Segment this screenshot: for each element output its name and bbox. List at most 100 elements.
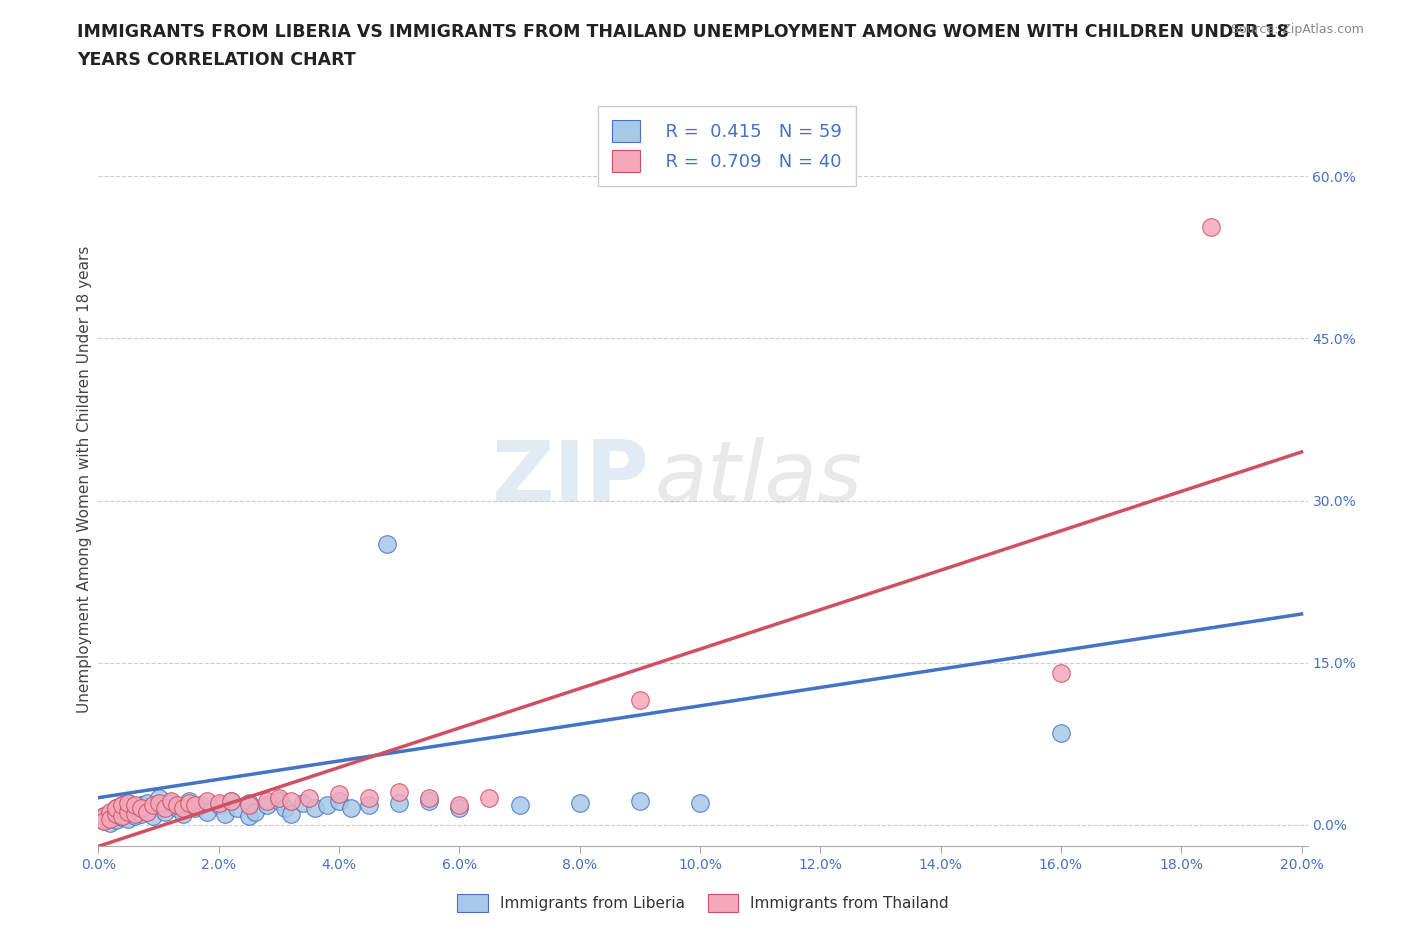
- Point: [183, 801, 205, 816]
- Point: [304, 801, 326, 816]
- Point: [111, 798, 134, 813]
- Point: [172, 806, 194, 821]
- Point: [100, 806, 122, 821]
- Point: [135, 804, 157, 819]
- Point: [359, 790, 381, 805]
- Point: [100, 812, 122, 827]
- Point: [117, 812, 139, 827]
- Point: [274, 801, 297, 816]
- Text: IMMIGRANTS FROM LIBERIA VS IMMIGRANTS FROM THAILAND UNEMPLOYMENT AMONG WOMEN WIT: IMMIGRANTS FROM LIBERIA VS IMMIGRANTS FR…: [77, 23, 1289, 41]
- Y-axis label: Unemployment Among Women with Children Under 18 years: Unemployment Among Women with Children U…: [77, 246, 91, 712]
- Point: [375, 537, 398, 551]
- Text: atlas: atlas: [655, 437, 863, 521]
- Point: [449, 801, 471, 816]
- Point: [117, 796, 139, 811]
- Point: [105, 808, 128, 823]
- Point: [418, 790, 440, 805]
- Point: [105, 813, 128, 828]
- Point: [219, 793, 242, 808]
- Point: [340, 801, 363, 816]
- Text: YEARS CORRELATION CHART: YEARS CORRELATION CHART: [77, 51, 356, 69]
- Point: [316, 798, 339, 813]
- Point: [172, 801, 194, 816]
- Point: [93, 808, 115, 823]
- Point: [100, 811, 122, 826]
- Point: [328, 793, 350, 808]
- Point: [256, 798, 278, 813]
- Point: [117, 804, 139, 819]
- Point: [111, 808, 134, 823]
- Point: [124, 808, 146, 823]
- Point: [190, 798, 212, 813]
- Point: [159, 796, 181, 811]
- Point: [105, 804, 128, 819]
- Point: [93, 814, 115, 829]
- Point: [111, 806, 134, 821]
- Point: [568, 796, 591, 811]
- Point: [280, 806, 302, 821]
- Point: [135, 796, 157, 811]
- Point: [135, 804, 157, 819]
- Legend: Immigrants from Liberia, Immigrants from Thailand: Immigrants from Liberia, Immigrants from…: [451, 888, 955, 918]
- Point: [219, 793, 242, 808]
- Point: [166, 801, 188, 816]
- Point: [105, 801, 128, 816]
- Point: [117, 804, 139, 819]
- Point: [328, 787, 350, 802]
- Point: [129, 806, 152, 821]
- Point: [359, 798, 381, 813]
- Point: [208, 798, 231, 813]
- Point: [159, 793, 181, 808]
- Point: [256, 793, 278, 808]
- Point: [111, 810, 134, 825]
- Point: [124, 806, 146, 821]
- Point: [142, 798, 165, 813]
- Point: [142, 808, 165, 823]
- Point: [388, 796, 411, 811]
- Point: [238, 798, 260, 813]
- Point: [100, 804, 122, 819]
- Point: [291, 796, 314, 811]
- Point: [90, 812, 112, 827]
- Point: [148, 790, 170, 805]
- Point: [1201, 219, 1223, 234]
- Point: [100, 815, 122, 830]
- Point: [124, 798, 146, 813]
- Point: [388, 785, 411, 800]
- Point: [267, 793, 290, 808]
- Text: ZIP: ZIP: [491, 437, 648, 521]
- Point: [153, 804, 176, 819]
- Point: [166, 798, 188, 813]
- Point: [267, 790, 290, 805]
- Point: [689, 796, 711, 811]
- Point: [142, 801, 165, 816]
- Point: [129, 798, 152, 813]
- Point: [105, 801, 128, 816]
- Point: [148, 796, 170, 811]
- Point: [183, 798, 205, 813]
- Point: [509, 798, 531, 813]
- Point: [214, 806, 236, 821]
- Point: [628, 793, 651, 808]
- Point: [111, 798, 134, 813]
- Point: [449, 798, 471, 813]
- Point: [298, 790, 321, 805]
- Point: [238, 796, 260, 811]
- Point: [1050, 666, 1073, 681]
- Point: [478, 790, 501, 805]
- Point: [195, 793, 218, 808]
- Legend:   R =  0.415   N = 59,   R =  0.709   N = 40: R = 0.415 N = 59, R = 0.709 N = 40: [598, 106, 856, 186]
- Point: [177, 796, 200, 811]
- Point: [280, 793, 302, 808]
- Point: [90, 812, 112, 827]
- Point: [1050, 725, 1073, 740]
- Point: [418, 793, 440, 808]
- Point: [93, 814, 115, 829]
- Point: [238, 808, 260, 823]
- Point: [148, 798, 170, 813]
- Point: [243, 804, 266, 819]
- Point: [93, 808, 115, 823]
- Point: [195, 804, 218, 819]
- Point: [177, 793, 200, 808]
- Point: [129, 801, 152, 816]
